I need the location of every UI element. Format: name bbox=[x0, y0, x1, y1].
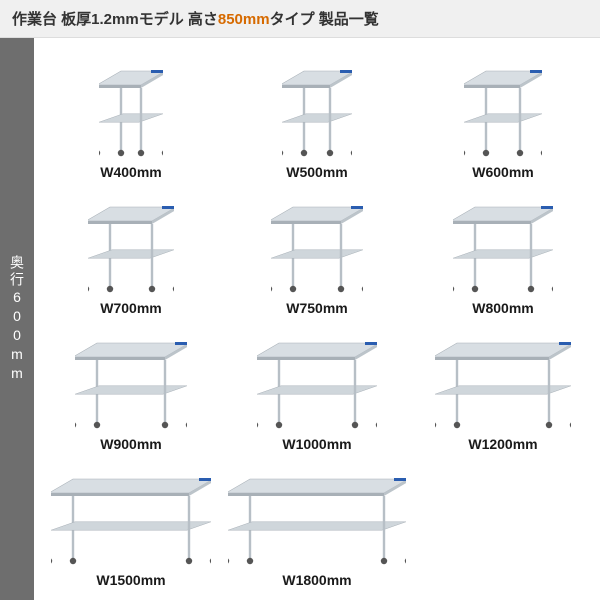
product-label: W500mm bbox=[286, 164, 347, 180]
table-icon bbox=[416, 50, 590, 164]
product-item[interactable]: W750mm bbox=[228, 186, 406, 316]
product-label: W800mm bbox=[472, 300, 533, 316]
table-icon bbox=[44, 458, 218, 572]
product-item[interactable]: W1000mm bbox=[228, 322, 406, 452]
table-icon bbox=[416, 322, 590, 436]
title-prefix: 作業台 板厚1.2mmモデル 高さ bbox=[12, 11, 218, 28]
content-body: 奥行600mm W400mm W500mm W600mm bbox=[0, 38, 600, 600]
title-suffix: タイプ 製品一覧 bbox=[270, 11, 379, 28]
table-icon bbox=[44, 50, 218, 164]
product-label: W1200mm bbox=[468, 436, 537, 452]
product-item[interactable]: W500mm bbox=[228, 50, 406, 180]
product-label: W400mm bbox=[100, 164, 161, 180]
product-item[interactable]: W1200mm bbox=[416, 322, 590, 452]
product-item[interactable]: W900mm bbox=[44, 322, 218, 452]
table-icon bbox=[44, 322, 218, 436]
table-icon bbox=[228, 458, 406, 572]
product-item[interactable]: W800mm bbox=[416, 186, 590, 316]
product-label: W1800mm bbox=[282, 572, 351, 588]
product-label: W750mm bbox=[286, 300, 347, 316]
page-title: 作業台 板厚1.2mmモデル 高さ850mmタイプ 製品一覧 bbox=[0, 0, 600, 38]
product-label: W1000mm bbox=[282, 436, 351, 452]
product-item[interactable]: W400mm bbox=[44, 50, 218, 180]
product-item[interactable]: W600mm bbox=[416, 50, 590, 180]
depth-label: 奥行600mm bbox=[7, 255, 27, 384]
product-label: W1500mm bbox=[96, 572, 165, 588]
table-icon bbox=[416, 186, 590, 300]
product-grid: W400mm W500mm W600mm W700mm bbox=[34, 38, 600, 600]
table-icon bbox=[44, 186, 218, 300]
product-item[interactable]: W700mm bbox=[44, 186, 218, 316]
product-label: W600mm bbox=[472, 164, 533, 180]
product-item[interactable]: W1500mm bbox=[44, 458, 218, 588]
table-icon bbox=[228, 50, 406, 164]
depth-sidebar: 奥行600mm bbox=[0, 38, 34, 600]
table-icon bbox=[228, 322, 406, 436]
product-label: W700mm bbox=[100, 300, 161, 316]
product-label: W900mm bbox=[100, 436, 161, 452]
product-item[interactable]: W1800mm bbox=[228, 458, 406, 588]
title-accent: 850mm bbox=[218, 11, 270, 28]
table-icon bbox=[228, 186, 406, 300]
